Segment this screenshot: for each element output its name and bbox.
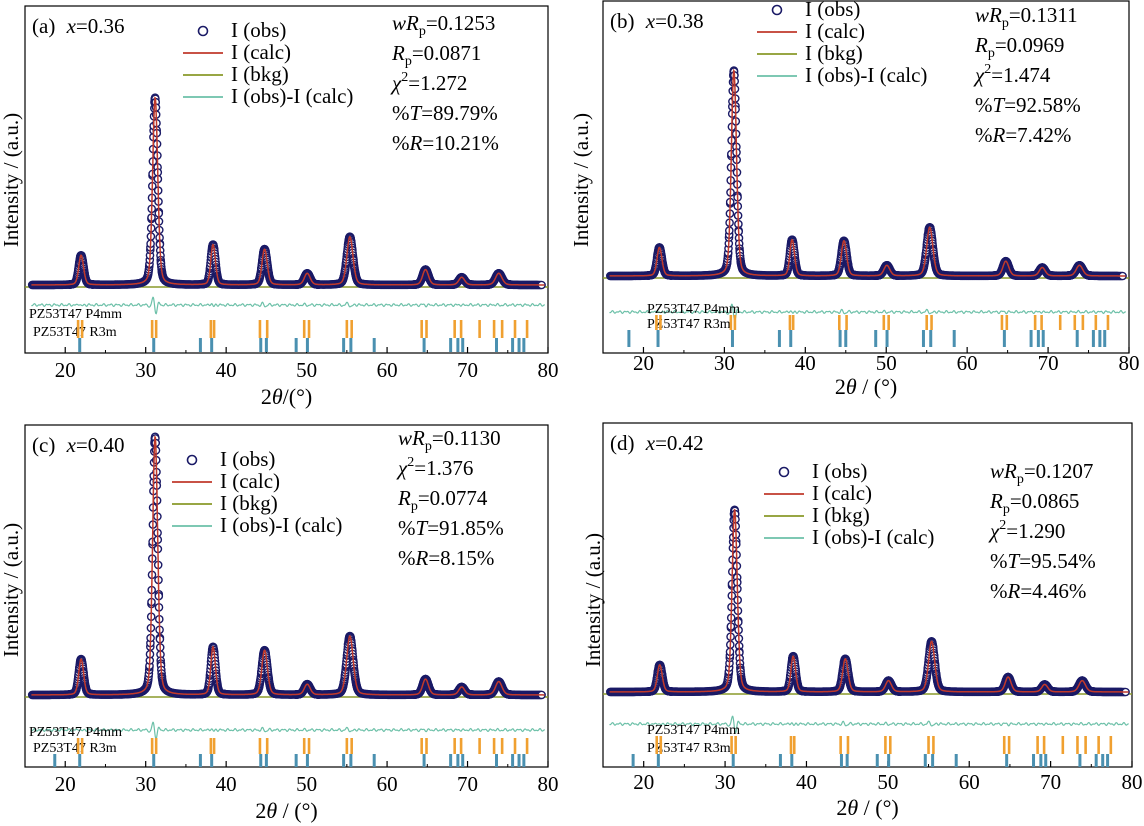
legend-entry: I (calc)	[220, 469, 280, 493]
x-tick-label: 40	[795, 351, 816, 375]
x-tick-label: 20	[633, 351, 654, 375]
x-axis-label: 2θ / (°)	[835, 374, 897, 399]
legend-entry: I (calc)	[231, 40, 291, 64]
stat-1: Rp=0.0871	[391, 41, 481, 69]
stat-1: χ2=1.376	[396, 455, 473, 480]
x-tick-label: 60	[377, 772, 398, 796]
legend-entry: I (obs)-I (calc)	[220, 513, 342, 537]
x-axis-label: 2θ/(°)	[261, 384, 312, 409]
x-tick-label: 30	[135, 772, 156, 796]
legend-marker-obs	[197, 25, 209, 37]
legend-entry: I (bkg)	[805, 41, 863, 65]
phase-label-p4mm: PZ53T47 P4mm	[29, 307, 122, 322]
legend-entry: I (bkg)	[231, 62, 289, 86]
x-tick-label: 60	[377, 358, 398, 382]
legend-marker-obs	[186, 454, 198, 466]
stat-3: %T=91.85%	[398, 516, 504, 540]
x-axis-label: 2θ / (°)	[836, 795, 898, 820]
panel-label: (d) x=0.42	[610, 431, 704, 455]
x-axis-label: 2θ / (°)	[255, 798, 317, 823]
stat-0: wRp=0.1253	[392, 11, 495, 39]
x-tick-label: 40	[216, 358, 237, 382]
x-tick-label: 80	[1122, 770, 1143, 794]
legend: I (obs)I (calc)I (bkg)I (obs)-I (calc)	[172, 447, 342, 537]
x-tick-label: 70	[1038, 351, 1059, 375]
calc-curve	[31, 96, 545, 286]
panel-3: 20 30 40 50 60 70 80 2θ / (°) Intensity / (a.u.)…	[581, 422, 1143, 820]
stat-4: %R=7.42%	[975, 123, 1071, 147]
stat-4: %R=8.15%	[398, 546, 494, 570]
x-tick-label: 70	[457, 772, 478, 796]
plot-frame	[24, 5, 549, 354]
legend-entry: I (bkg)	[220, 491, 278, 515]
stat-0: wRp=0.1130	[398, 426, 501, 454]
legend-entry: I (obs)-I (calc)	[805, 63, 927, 87]
x-tick-label: 80	[538, 358, 559, 382]
phase-label-p4mm: PZ53T47 P4mm	[647, 302, 740, 317]
y-axis-label: Intensity / (a.u.)	[0, 523, 23, 657]
x-tick-label: 30	[135, 358, 156, 382]
x-tick-label: 30	[715, 770, 736, 794]
x-tick-label: 60	[957, 351, 978, 375]
phase-label-r3m: PZ53T47 R3m	[33, 741, 117, 756]
x-tick-label: 20	[55, 772, 76, 796]
x-tick-label: 80	[538, 772, 559, 796]
x-tick-label: 60	[959, 770, 980, 794]
x-tick-label: 30	[714, 351, 735, 375]
x-tick-label: 50	[876, 351, 897, 375]
phase-label-r3m: PZ53T47 R3m	[33, 325, 117, 340]
legend-entry: I (obs)	[231, 18, 286, 42]
panel-0: 20 30 40 50 60 70 80 2θ/(°) Intensity / (a.u.) (a…	[0, 5, 559, 409]
legend-marker-obs	[771, 4, 783, 16]
phase-label-p4mm: PZ53T47 P4mm	[29, 725, 122, 740]
x-tick-label: 50	[877, 770, 898, 794]
legend-entry: I (calc)	[805, 19, 865, 43]
y-axis-label: Intensity / (a.u.)	[0, 113, 23, 247]
panel-label: (a) x=0.36	[32, 14, 124, 38]
stat-3: %T=89.79%	[392, 101, 498, 125]
panel-1: 20 30 40 50 60 70 80 2θ / (°) Intensity / (a.u.)…	[569, 0, 1140, 399]
panel-label: (b) x=0.38	[610, 9, 704, 33]
stat-0: wRp=0.1311	[975, 3, 1078, 31]
panel-label: (c) x=0.40	[32, 433, 124, 457]
y-axis-label: Intensity / (a.u.)	[581, 533, 605, 667]
legend-entry: I (obs)-I (calc)	[231, 84, 353, 108]
stat-2: χ2=1.474	[973, 62, 1051, 87]
x-tick-label: 80	[1119, 351, 1140, 375]
x-tick-label: 50	[296, 772, 317, 796]
stat-2: Rp=0.0774	[397, 486, 488, 514]
x-tick-label: 20	[633, 770, 654, 794]
x-tick-label: 40	[796, 770, 817, 794]
legend-entry: I (obs)	[805, 0, 860, 21]
stat-1: Rp=0.0969	[974, 33, 1064, 61]
legend-entry: I (obs)	[220, 447, 275, 471]
stat-4: %R=10.21%	[392, 131, 499, 155]
x-tick-label: 70	[1040, 770, 1061, 794]
stat-3: %T=92.58%	[975, 93, 1081, 117]
x-tick-label: 50	[296, 358, 317, 382]
panel-2: 20 30 40 50 60 70 80 2θ / (°) Intensity / (a.u.)…	[0, 424, 559, 823]
legend: I (obs)I (calc)I (bkg)I (obs)-I (calc)	[757, 0, 927, 87]
y-axis-label: Intensity / (a.u.)	[569, 113, 593, 247]
x-tick-label: 40	[216, 772, 237, 796]
legend: I (obs)I (calc)I (bkg)I (obs)-I (calc)	[183, 18, 353, 108]
x-tick-label: 20	[55, 358, 76, 382]
stat-2: χ2=1.272	[390, 70, 467, 95]
x-tick-label: 70	[457, 358, 478, 382]
